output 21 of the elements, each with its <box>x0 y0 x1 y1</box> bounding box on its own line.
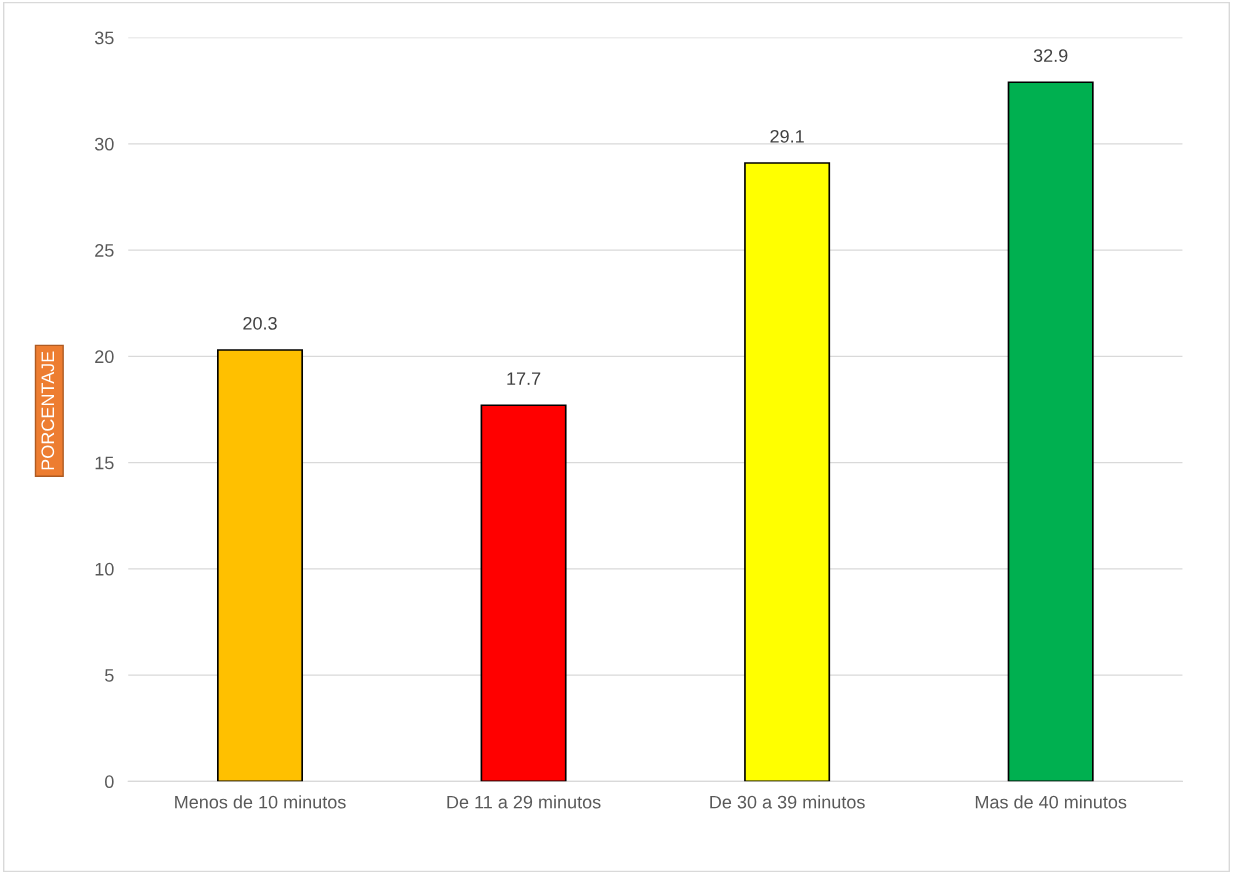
y-axis-title: PORCENTAJE <box>41 351 55 470</box>
data-label: 17.7 <box>507 372 541 385</box>
x-tick-label: Mas de 40 minutos <box>975 795 1127 809</box>
x-tick-label: De 30 a 39 minutos <box>710 795 865 809</box>
y-tick-label: 0 <box>105 775 114 789</box>
bar <box>217 349 304 782</box>
data-label: 32.9 <box>1033 49 1068 62</box>
x-tick-label: De 11 a 29 minutos <box>447 795 601 809</box>
bar <box>1007 81 1094 782</box>
data-label: 29.1 <box>770 129 804 143</box>
x-tick-label: Menos de 10 minutos <box>175 795 346 809</box>
bar <box>744 162 831 782</box>
y-tick-label: 30 <box>94 137 114 151</box>
y-tick-label: 5 <box>105 669 114 682</box>
y-tick-label: 20 <box>95 350 114 364</box>
bar <box>480 404 567 782</box>
y-tick-label: 15 <box>95 456 114 470</box>
y-tick-label: 35 <box>94 31 114 45</box>
data-label: 20.3 <box>243 316 277 330</box>
y-tick-label: 10 <box>95 562 114 576</box>
y-tick-label: 25 <box>95 244 114 257</box>
